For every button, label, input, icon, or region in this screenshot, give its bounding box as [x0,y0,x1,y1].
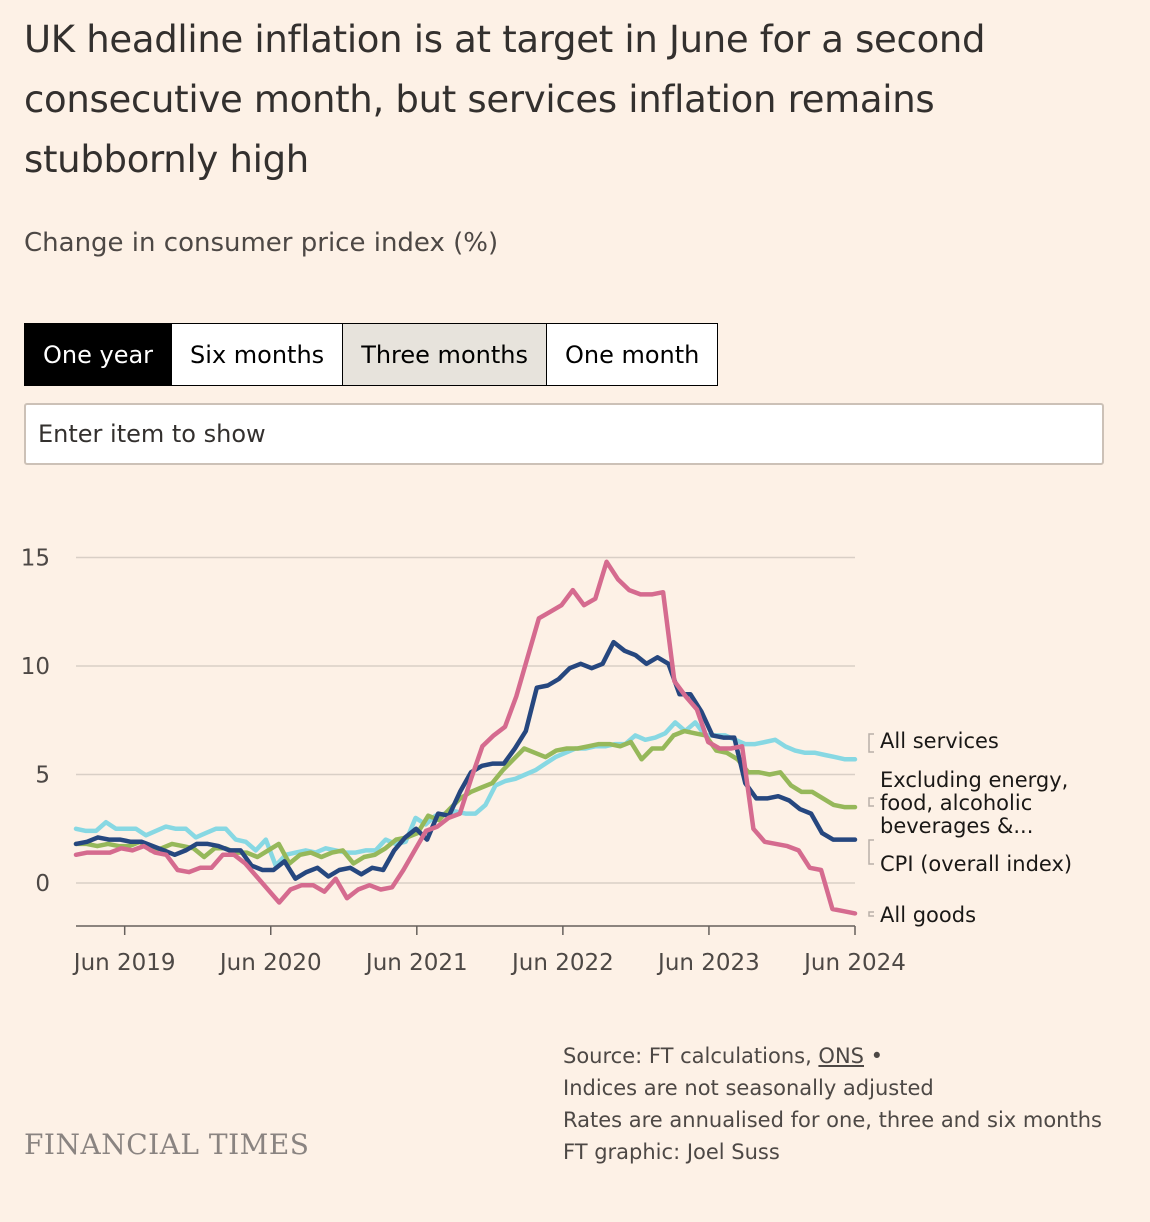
y-axis-ticks: 0 5 10 15 [21,546,50,898]
bracket-cpi [868,839,874,865]
series-label-3: beverages &... [880,814,1033,838]
series-label-1: Excluding energy, [880,768,1068,792]
tab-three-months[interactable]: Three months [343,324,547,385]
chart-grid [76,556,855,884]
source-line: Source: FT calculations, ONS • [563,1040,1102,1072]
bracket-goods [868,911,874,917]
source-prefix: Source: FT calculations, [563,1044,819,1068]
source-bullet: • [864,1044,884,1068]
y-tick-label: 0 [35,871,50,897]
series-line-3 [73,559,858,916]
series-label-0: All services [880,729,999,753]
x-tick-label: Jun 2022 [510,950,614,976]
period-tabs: One year Six months Three months One mon… [24,323,719,386]
series-line-2 [73,639,858,881]
tab-one-year[interactable]: One year [25,324,173,385]
y-tick-label: 5 [35,763,50,789]
ft-logo: FINANCIAL TIMES [24,1128,310,1161]
note-seasonal: Indices are not seasonally adjusted [563,1076,934,1100]
tab-one-month[interactable]: One month [546,324,718,385]
item-search-input[interactable] [24,403,1104,465]
ons-link[interactable]: ONS [818,1044,864,1068]
series-label-5: All goods [880,903,976,927]
x-tick-label: Jun 2024 [802,950,906,976]
chart-series-lines [73,559,858,916]
series-label-2: food, alcoholic [880,791,1032,815]
x-tick-label: Jun 2023 [656,950,760,976]
x-tick-label: Jun 2021 [364,950,468,976]
graphic-credit: FT graphic: Joel Suss [563,1140,780,1164]
bracket-services [868,733,874,753]
chart-subtitle: Change in consumer price index (%) [24,228,499,258]
tab-six-months[interactable]: Six months [172,324,344,385]
note-annualised: Rates are annualised for one, three and … [563,1108,1102,1132]
chart-headline: UK headline inflation is at target in Ju… [24,18,986,181]
y-tick-label: 15 [21,546,50,572]
source-note: Source: FT calculations, ONS • Indices a… [563,1040,1102,1168]
y-tick-label: 10 [21,654,50,680]
x-tick-label: Jun 2020 [218,950,322,976]
x-axis: Jun 2019 Jun 2020 Jun 2021 Jun 2022 Jun 2023… [72,925,906,976]
series-label-4: CPI (overall index) [880,852,1072,876]
x-tick-label: Jun 2019 [72,950,176,976]
bracket-core [868,797,874,807]
series-labels: All services Excluding energy,food, alcoh… [868,729,1072,927]
